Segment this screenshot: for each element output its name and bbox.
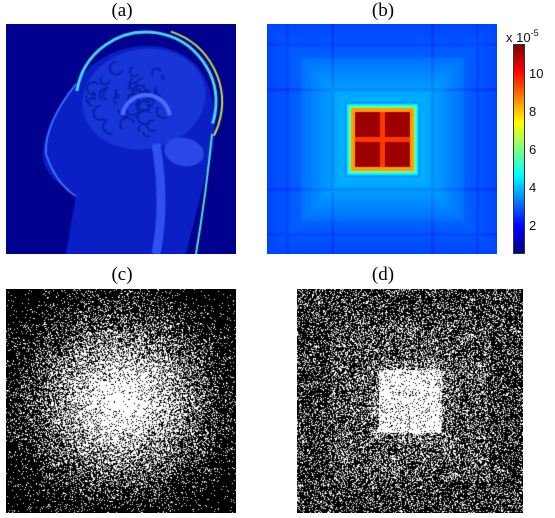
panel-label-b: (b) — [371, 0, 395, 21]
mri-brain-image — [6, 24, 236, 254]
colorbar-tick-label: 4 — [529, 179, 537, 195]
panel-label-d: (d) — [371, 264, 395, 285]
sampling-mask-c — [6, 289, 236, 513]
colorbar-tick-label: 8 — [529, 104, 537, 120]
panel-label-a: (a) — [111, 0, 133, 21]
sampling-density-image — [267, 24, 497, 254]
sampling-mask-d — [297, 289, 523, 513]
colorbar-tick-label: 10 — [529, 66, 544, 82]
panel-label-c: (c) — [111, 264, 133, 285]
colorbar-tick-label: 2 — [529, 217, 537, 233]
colorbar-exponent: x 10-5 — [506, 28, 539, 45]
colorbar — [513, 44, 525, 254]
colorbar-tick-label: 6 — [529, 141, 537, 157]
